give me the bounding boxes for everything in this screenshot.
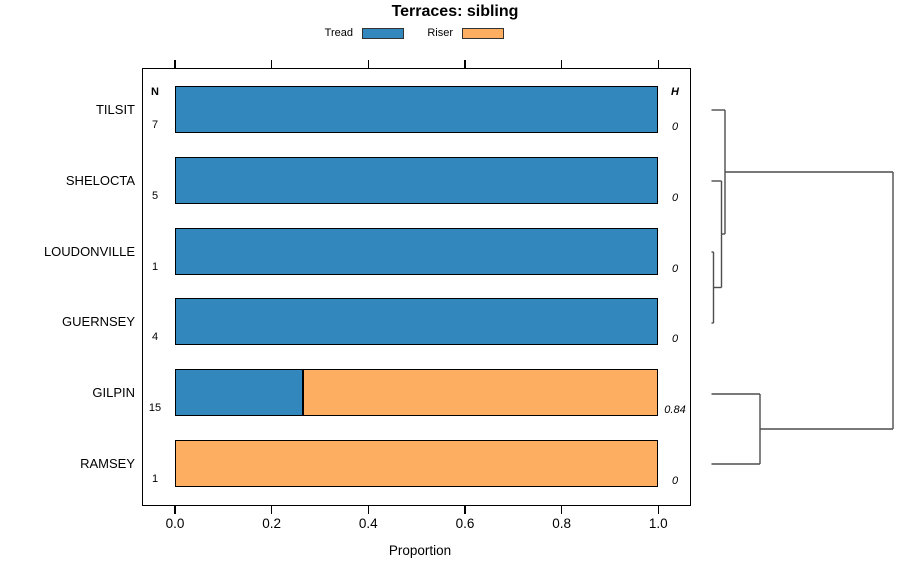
x-axis-tick-bottom [657,506,660,514]
h-value: 0 [671,121,679,133]
h-column-header: H [671,86,679,98]
x-axis-tick-bottom [174,506,176,514]
x-axis-tick-bottom [270,506,273,514]
legend-tread-swatch-icon [362,28,404,39]
row-label-guernsey: GUERNSEY [62,314,135,330]
h-value: 0 [671,262,679,275]
h-value: 0 [671,191,679,204]
n-value: 1 [151,473,159,485]
bar-shelocta [175,156,658,204]
legend-riser-swatch-icon [462,28,504,39]
x-axis-tick-label: 0.0 [165,516,185,531]
n-value: 15 [148,402,162,415]
x-axis-tick-label: 1.0 [648,516,668,531]
row-label-loudonville: LOUDONVILLE [43,243,135,259]
row-label-shelocta: SHELOCTA [65,172,135,188]
x-axis-tick-bottom [367,506,370,514]
h-value: 0 [671,333,679,346]
x-axis-tick-label: 0.4 [358,516,378,531]
bar-segment-tread [176,228,657,274]
row-label-gilpin: GILPIN [92,385,135,401]
n-value: 4 [151,331,159,344]
x-axis-title: Proportion [388,543,452,558]
bar-segment-riser [176,441,657,486]
n-value: 5 [151,189,159,202]
bar-segment-tread [176,157,657,203]
x-axis-tick-label: 0.2 [262,516,282,531]
bar-segment-tread [176,87,657,132]
n-column-header: N [151,86,159,98]
bar-gilpin [175,369,658,417]
bar-tilsit [175,86,658,133]
bar-segment-tread [176,299,657,345]
bar-loudonville [175,227,658,275]
x-axis-tick-label: 0.6 [455,516,475,531]
row-label-tilsit: TILSIT [95,102,135,117]
x-axis-tick-top [367,60,370,68]
row-label-ramsey: RAMSEY [80,456,135,471]
legend-label-riser: Riser [427,27,453,39]
x-axis-tick-top [657,60,660,68]
x-axis-tick-bottom [464,506,466,514]
h-value: 0 [671,475,679,487]
x-axis-tick-bottom [560,506,563,514]
n-value: 1 [151,260,159,273]
bar-guernsey [175,298,658,346]
bar-ramsey [175,440,658,487]
x-axis-tick-label: 0.8 [552,516,572,531]
x-axis-tick-top [464,60,466,68]
x-axis-tick-top [560,60,563,68]
h-value: 0.84 [664,404,686,417]
plot-area [142,68,691,506]
x-axis-tick-top [174,60,176,68]
legend-label-tread: Tread [324,27,353,39]
bar-segment-riser [304,370,657,416]
x-axis-tick-top [270,60,273,68]
chart-title: Terraces: sibling [391,3,519,20]
n-value: 7 [151,119,159,131]
bar-segment-tread [176,370,305,416]
